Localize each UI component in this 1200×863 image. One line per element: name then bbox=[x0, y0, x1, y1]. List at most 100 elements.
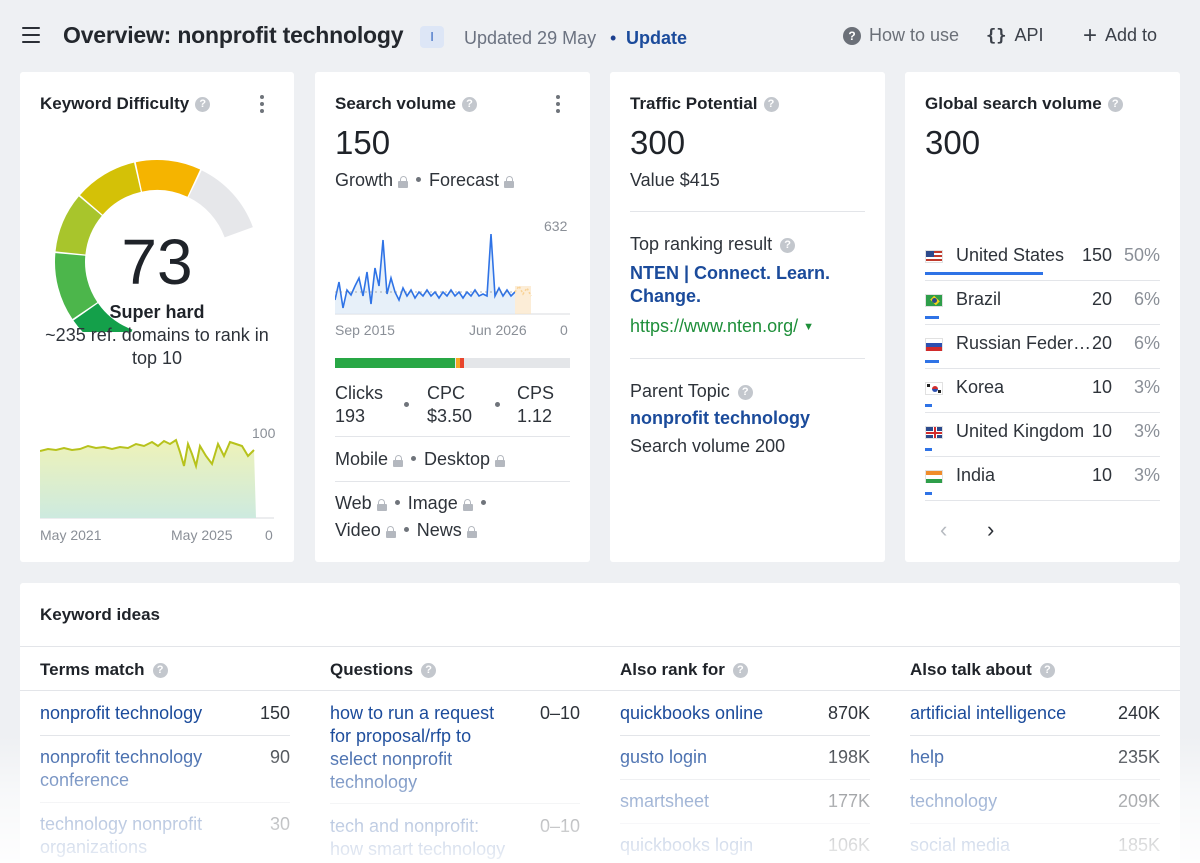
keyword-link[interactable]: quickbooks online bbox=[620, 703, 764, 723]
help-icon[interactable]: ? bbox=[780, 238, 796, 253]
help-icon[interactable]: ? bbox=[1039, 663, 1055, 678]
lock-icon bbox=[385, 526, 396, 538]
keyword-link[interactable]: how to run a request for proposal/rfp to s… bbox=[330, 702, 494, 794]
video-label: Video bbox=[335, 520, 381, 540]
top-ranking-title-line1: NTEN | Connect. Learn. bbox=[630, 263, 831, 283]
keyword-link[interactable]: smartsheet bbox=[620, 791, 710, 811]
list-item[interactable]: smartsheet 177K bbox=[620, 790, 870, 813]
keyword-link[interactable]: technology bbox=[910, 791, 998, 811]
help-icon[interactable]: ? bbox=[152, 663, 168, 678]
country-row[interactable]: Korea 10 3% bbox=[925, 370, 1160, 414]
kd-x-end: May 2025 bbox=[171, 527, 233, 543]
list-item[interactable]: nonprofit technology 150 bbox=[40, 702, 290, 725]
divider bbox=[910, 735, 1160, 736]
image-label: Image bbox=[407, 493, 458, 513]
parent-topic-label: Parent Topic? bbox=[630, 381, 753, 402]
intent-badge[interactable]: I bbox=[420, 26, 444, 48]
sv-chart-min: 0 bbox=[560, 322, 568, 338]
add-to-button[interactable]: + Add to bbox=[1083, 23, 1157, 47]
keyword-line: how smart technology bbox=[330, 839, 506, 859]
help-icon[interactable]: ? bbox=[732, 663, 748, 678]
keyword-difficulty-card: Keyword Difficulty? 73 Super hard ~235 r… bbox=[20, 72, 294, 562]
caret-down-icon[interactable]: ▼ bbox=[803, 321, 814, 333]
country-share: 3% bbox=[1133, 377, 1160, 397]
help-icon[interactable]: ? bbox=[1107, 97, 1123, 112]
braces-icon: {} bbox=[986, 25, 1007, 46]
country-share-bar bbox=[925, 360, 939, 363]
country-row[interactable]: United Kingdom 10 3% bbox=[925, 414, 1160, 458]
country-row[interactable]: Brazil 20 6% bbox=[925, 282, 1160, 326]
gauge-segment bbox=[73, 303, 133, 332]
top-ranking-url[interactable]: https://www.nten.org/ ▼ bbox=[630, 316, 814, 337]
keyword-line: select nonprofit bbox=[330, 749, 453, 769]
keyword-link[interactable]: nonprofit technology bbox=[40, 703, 203, 723]
keyword-link[interactable]: gusto login bbox=[620, 747, 708, 767]
api-button[interactable]: {} API bbox=[986, 25, 1044, 46]
help-icon[interactable]: ? bbox=[737, 385, 753, 400]
country-share: 3% bbox=[1133, 465, 1160, 485]
country-volume: 10 bbox=[1091, 465, 1112, 485]
cps-label: CPS bbox=[517, 383, 555, 403]
update-link[interactable]: Update bbox=[626, 28, 688, 48]
country-row[interactable]: United States 150 50% bbox=[925, 238, 1160, 282]
kd-chart-max: 100 bbox=[252, 425, 276, 441]
ki-card-title: Keyword ideas bbox=[40, 605, 160, 624]
list-item[interactable]: tech and nonprofit: how smart technology … bbox=[330, 815, 580, 861]
lock-icon bbox=[393, 455, 404, 467]
keyword-line: nonprofit technology bbox=[40, 747, 203, 767]
list-item[interactable]: how to run a request for proposal/rfp to s… bbox=[330, 702, 580, 794]
top-ranking-title-link[interactable]: NTEN | Connect. Learn. Change. bbox=[630, 262, 830, 308]
country-name: Russian Feder… bbox=[956, 333, 1092, 353]
sv-chart-max: 632 bbox=[544, 218, 568, 234]
kd-x-start: May 2021 bbox=[40, 527, 102, 543]
clicks-segment-paid bbox=[456, 358, 460, 368]
menu-icon[interactable] bbox=[22, 27, 40, 44]
country-volume: 20 bbox=[1091, 333, 1112, 353]
chevron-right-icon[interactable]: › bbox=[987, 517, 995, 542]
country-flag-icon bbox=[925, 338, 943, 351]
kd-description-line2: top 10 bbox=[131, 348, 183, 368]
top-ranking-label: Top ranking result? bbox=[630, 234, 796, 255]
list-item[interactable]: technology nonprofit organizations 30 bbox=[40, 813, 290, 859]
keyword-link[interactable]: artificial intelligence bbox=[910, 703, 1067, 723]
keyword-link[interactable]: social media bbox=[910, 835, 1011, 855]
list-item[interactable]: nonprofit technology conference 90 bbox=[40, 746, 290, 792]
country-share-bar bbox=[925, 272, 1043, 275]
list-item[interactable]: help 235K bbox=[910, 746, 1160, 769]
kebab-menu-icon[interactable] bbox=[555, 95, 561, 115]
help-icon[interactable]: ? bbox=[421, 663, 437, 678]
tp-value: 300 bbox=[630, 124, 686, 161]
keyword-link[interactable]: help bbox=[910, 747, 945, 767]
keyword-volume: 0–10 bbox=[539, 816, 580, 836]
kd-card-title: Keyword Difficulty? bbox=[40, 94, 211, 114]
list-item[interactable]: technology 209K bbox=[910, 790, 1160, 813]
ki-col-questions: Questions? bbox=[330, 660, 437, 680]
keyword-link[interactable]: nonprofit technology conference bbox=[40, 746, 202, 792]
cps-metric: CPS 1.12 bbox=[517, 382, 554, 428]
list-item[interactable]: artificial intelligence 240K bbox=[910, 702, 1160, 725]
help-icon[interactable]: ? bbox=[195, 97, 211, 112]
kebab-menu-icon[interactable] bbox=[259, 95, 265, 115]
keyword-line: organizations bbox=[40, 837, 148, 857]
country-share-bar bbox=[925, 404, 932, 407]
list-item[interactable]: social media 185K bbox=[910, 834, 1160, 857]
help-icon[interactable]: ? bbox=[461, 97, 477, 112]
country-share: 6% bbox=[1133, 333, 1160, 353]
help-icon[interactable]: ? bbox=[763, 97, 779, 112]
keyword-link[interactable]: quickbooks login bbox=[620, 835, 754, 855]
how-to-use-button[interactable]: ? How to use bbox=[843, 25, 959, 46]
lock-icon bbox=[495, 455, 506, 467]
country-row[interactable]: Russian Feder… 20 6% bbox=[925, 326, 1160, 370]
list-item[interactable]: quickbooks login 106K bbox=[620, 834, 870, 857]
list-item[interactable]: quickbooks online 870K bbox=[620, 702, 870, 725]
country-share: 50% bbox=[1123, 245, 1160, 265]
list-item[interactable]: gusto login 198K bbox=[620, 746, 870, 769]
chevron-left-icon[interactable]: ‹ bbox=[940, 517, 948, 542]
country-row[interactable]: India 10 3% bbox=[925, 458, 1160, 502]
keyword-link[interactable]: tech and nonprofit: how smart technology bbox=[330, 815, 505, 861]
growth-label: Growth bbox=[335, 170, 394, 190]
country-name: India bbox=[956, 465, 996, 485]
parent-topic-link[interactable]: nonprofit technology bbox=[630, 408, 810, 428]
keyword-link[interactable]: technology nonprofit organizations bbox=[40, 813, 202, 859]
country-share-bar bbox=[925, 448, 932, 451]
